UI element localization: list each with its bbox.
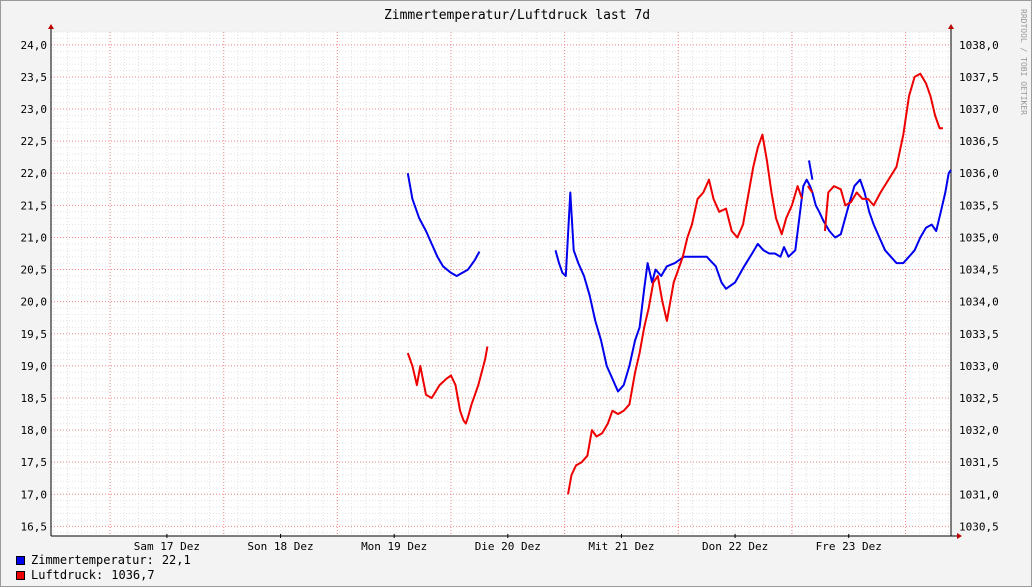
y-right-tick-label: 1032,5 <box>959 392 999 405</box>
series-line-pressure <box>806 185 814 194</box>
y-left-tick-label: 21,0 <box>21 231 48 244</box>
x-tick-label: Sam 17 Dez <box>134 540 200 553</box>
y-right-tick-label: 1031,0 <box>959 488 999 501</box>
y-right-tick-label: 1037,0 <box>959 103 999 116</box>
y-left-tick-label: 16,5 <box>21 520 48 533</box>
y-left-tick-label: 23,0 <box>21 103 48 116</box>
y-right-tick-label: 1037,5 <box>959 71 999 84</box>
x-tick-label: Fre 23 Dez <box>816 540 882 553</box>
y-left-tick-label: 20,0 <box>21 296 48 309</box>
legend-item-pressure: Luftdruck: 1036,7 <box>16 568 155 582</box>
y-left-tick-label: 19,5 <box>21 328 48 341</box>
legend-label-temp: Zimmertemperatur: <box>31 553 154 567</box>
y-left-tick-label: 23,5 <box>21 71 48 84</box>
y-right-tick-label: 1035,0 <box>959 231 999 244</box>
y-left-tick-label: 21,5 <box>21 199 48 212</box>
y-right-tick-label: 1034,5 <box>959 264 999 277</box>
y-left-tick-label: 20,5 <box>21 264 48 277</box>
y-left-tick-label: 22,0 <box>21 167 48 180</box>
y-axis-right-arrow <box>948 24 954 29</box>
series-line-temp <box>808 160 814 180</box>
y-right-tick-label: 1032,0 <box>959 424 999 437</box>
x-tick-label: Mit 21 Dez <box>588 540 654 553</box>
y-right-tick-label: 1036,5 <box>959 135 999 148</box>
y-left-tick-label: 18,0 <box>21 424 48 437</box>
y-right-tick-label: 1033,5 <box>959 328 999 341</box>
y-right-tick-label: 1033,0 <box>959 360 999 373</box>
legend-swatch-pressure <box>16 570 25 580</box>
plot-area <box>51 32 951 536</box>
legend-item-temp: Zimmertemperatur: 22,1 <box>16 553 191 567</box>
series-line-pressure <box>823 72 943 232</box>
legend-value-pressure: 1036,7 <box>111 568 155 582</box>
y-left-tick-label: 17,5 <box>21 456 48 469</box>
watermark: RRDTOOL / TOBI OETIKER <box>1019 9 1028 115</box>
series-line-pressure <box>406 346 489 425</box>
chart-title: Zimmertemperatur/Luftdruck last 7d <box>384 8 650 23</box>
y-left-tick-label: 17,0 <box>21 488 48 501</box>
legend-label-pressure: Luftdruck: <box>31 568 104 582</box>
y-right-tick-label: 1031,5 <box>959 456 999 469</box>
series-line-temp <box>554 169 952 393</box>
x-tick-label: Mon 19 Dez <box>361 540 427 553</box>
y-axis-left-arrow <box>48 24 54 29</box>
legend-swatch-temp <box>16 555 25 565</box>
legend-value-temp: 22,1 <box>161 553 191 567</box>
y-right-tick-label: 1030,5 <box>959 520 999 533</box>
x-tick-label: Don 22 Dez <box>702 540 768 553</box>
y-right-tick-label: 1034,0 <box>959 296 999 309</box>
x-tick-label: Die 20 Dez <box>475 540 541 553</box>
x-tick-label: Son 18 Dez <box>247 540 313 553</box>
x-axis-arrow <box>957 533 962 539</box>
y-right-tick-label: 1038,0 <box>959 39 999 52</box>
y-right-tick-label: 1036,0 <box>959 167 999 180</box>
y-left-tick-label: 18,5 <box>21 392 48 405</box>
series-line-pressure <box>567 133 804 495</box>
y-left-tick-label: 22,5 <box>21 135 48 148</box>
series-line-temp <box>406 173 481 277</box>
y-left-tick-label: 24,0 <box>21 39 48 52</box>
y-left-tick-label: 19,0 <box>21 360 48 373</box>
y-right-tick-label: 1035,5 <box>959 199 999 212</box>
